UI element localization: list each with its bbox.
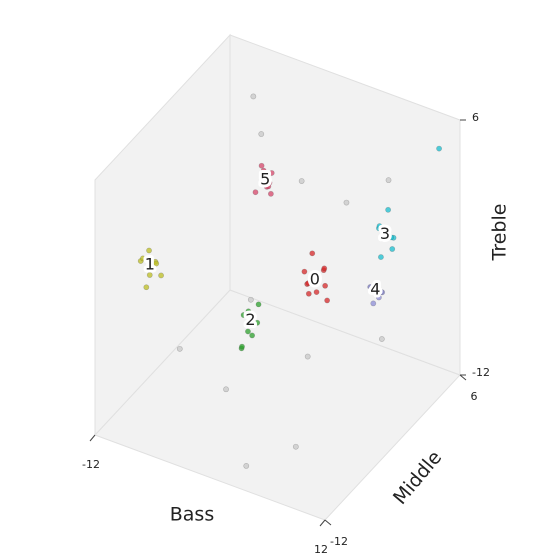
- point: [343, 199, 350, 206]
- point: [140, 255, 146, 262]
- point: [313, 289, 320, 295]
- z-tick-label: 6: [472, 111, 479, 124]
- point: [436, 145, 442, 152]
- point: [252, 189, 259, 196]
- point: [305, 280, 312, 287]
- point: [223, 386, 229, 393]
- point: [304, 353, 311, 360]
- point: [147, 263, 154, 270]
- point: [379, 236, 386, 242]
- point: [309, 250, 316, 257]
- point: [265, 183, 272, 190]
- point: [255, 301, 262, 308]
- point: [388, 234, 395, 241]
- point: [146, 272, 153, 278]
- point: [250, 93, 257, 100]
- point: [258, 131, 265, 137]
- x-tick-label: 12: [314, 543, 328, 556]
- cluster-label: 1: [145, 255, 155, 274]
- point: [368, 284, 374, 291]
- cluster-label: 0: [310, 269, 320, 288]
- point: [375, 294, 382, 301]
- point: [245, 308, 252, 315]
- point: [378, 336, 385, 342]
- point: [385, 206, 392, 213]
- point: [385, 177, 392, 184]
- point: [176, 345, 183, 352]
- point: [248, 315, 255, 322]
- cluster-label: 3: [380, 224, 390, 243]
- point: [389, 246, 396, 252]
- point: [143, 284, 150, 291]
- marks: 0 1 2 3 4 5: [137, 93, 442, 469]
- point: [258, 162, 265, 169]
- x-tick: [319, 519, 326, 527]
- point: [254, 319, 261, 326]
- z-axis-label: Treble: [489, 204, 511, 262]
- point: [305, 290, 312, 297]
- point: [260, 167, 267, 174]
- point: [321, 265, 328, 272]
- point: [370, 300, 377, 307]
- y-axis-label: Middle: [389, 447, 446, 509]
- point: [245, 328, 251, 335]
- point: [298, 178, 305, 184]
- cluster-label: 2: [245, 310, 255, 329]
- point: [249, 332, 256, 339]
- point: [324, 297, 331, 304]
- x-axis-label: Bass: [170, 504, 214, 526]
- y-tick: [324, 519, 332, 526]
- cluster-label: 4: [370, 279, 380, 298]
- point: [240, 312, 247, 318]
- point: [153, 260, 160, 267]
- point: [267, 190, 274, 197]
- cluster-label: 5: [260, 170, 270, 189]
- point: [146, 247, 152, 254]
- point: [378, 288, 385, 295]
- x-tick-label: -12: [82, 458, 100, 471]
- x-tick: [89, 434, 96, 442]
- point: [158, 272, 164, 279]
- point: [239, 343, 245, 350]
- point: [268, 170, 275, 176]
- y-tick-label: 6: [471, 390, 478, 403]
- point: [376, 223, 383, 229]
- point: [292, 443, 299, 450]
- point: [247, 296, 254, 303]
- z-tick-label: -12: [472, 366, 490, 379]
- y-tick: [459, 374, 467, 381]
- point: [378, 254, 384, 260]
- point: [322, 282, 329, 289]
- y-tick-label: -12: [330, 535, 348, 548]
- point: [243, 463, 250, 469]
- point: [301, 268, 308, 275]
